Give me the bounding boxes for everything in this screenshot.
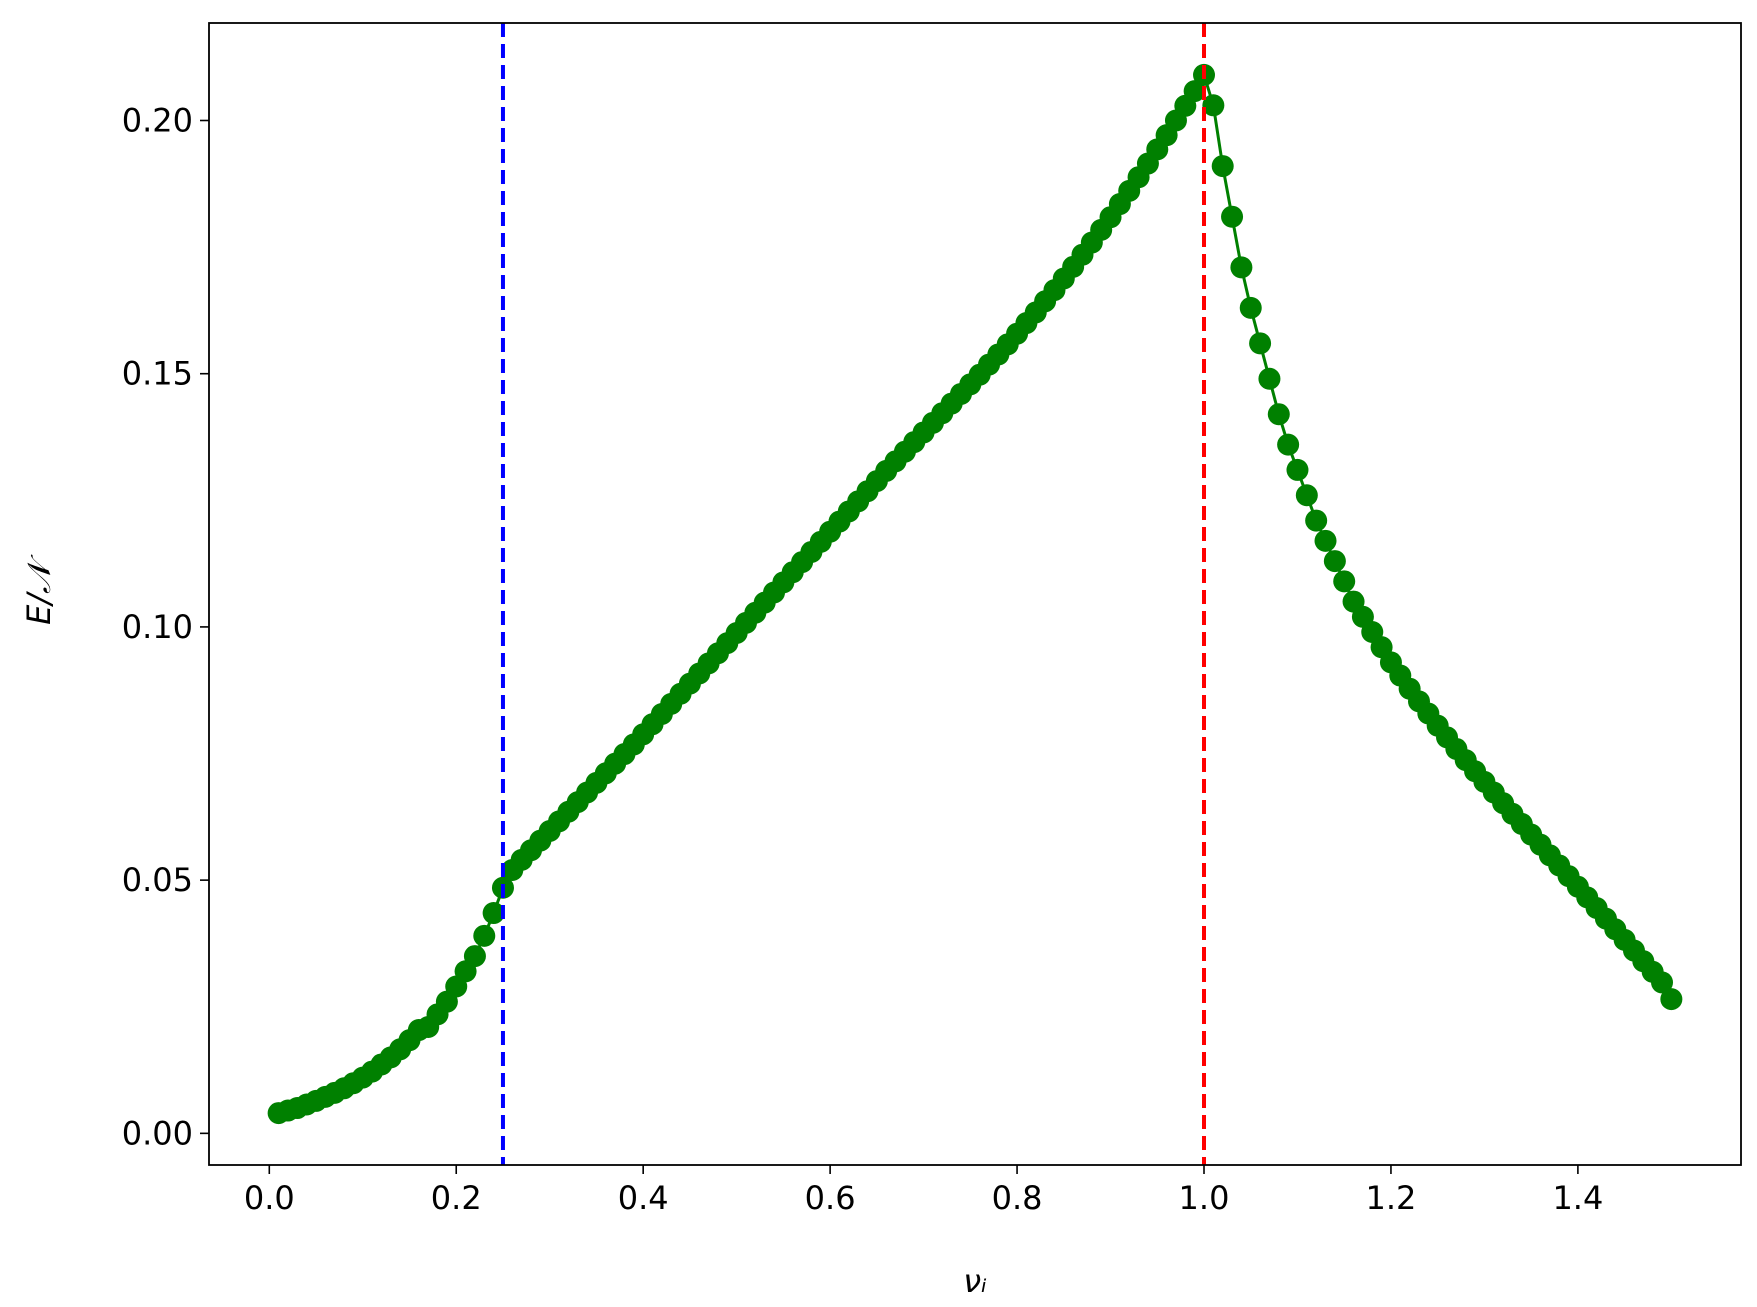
y-tick-label: 0.15 — [122, 355, 193, 393]
x-tick-label: 0.4 — [618, 1179, 669, 1217]
y-tick-label: 0.00 — [122, 1114, 193, 1152]
x-axis-label: νᵢ — [963, 1262, 987, 1300]
point — [463, 945, 486, 968]
x-tick-label: 0.0 — [244, 1179, 295, 1217]
point — [1277, 433, 1300, 456]
y-tick-label: 0.20 — [122, 101, 193, 139]
point — [1333, 570, 1356, 593]
point — [1286, 458, 1309, 481]
point — [1314, 529, 1337, 552]
y-tick-label: 0.10 — [122, 608, 193, 646]
point — [1323, 550, 1346, 573]
y-axis-label: E/𝒩 — [20, 554, 58, 625]
x-tick-label: 1.2 — [1366, 1179, 1417, 1217]
plot-frame — [208, 22, 1742, 1166]
point — [1221, 205, 1244, 228]
point — [1202, 94, 1225, 117]
point — [1258, 367, 1281, 390]
point — [1211, 155, 1234, 178]
x-tick-label: 0.8 — [992, 1179, 1043, 1217]
point — [1267, 403, 1290, 426]
point — [1230, 256, 1253, 279]
point — [1651, 971, 1674, 994]
point — [482, 902, 505, 925]
x-tick-label: 1.0 — [1179, 1179, 1230, 1217]
point — [1249, 332, 1272, 355]
y-tick-label: 0.05 — [122, 861, 193, 899]
point — [1295, 484, 1318, 507]
x-tick-label: 1.4 — [1552, 1179, 1603, 1217]
point — [1305, 509, 1328, 532]
point — [1660, 988, 1683, 1011]
point — [1239, 296, 1262, 319]
x-tick-label: 0.2 — [431, 1179, 482, 1217]
series-line — [278, 71, 1673, 1115]
point — [473, 924, 496, 947]
x-tick-label: 0.6 — [805, 1179, 856, 1217]
point — [1183, 80, 1206, 103]
